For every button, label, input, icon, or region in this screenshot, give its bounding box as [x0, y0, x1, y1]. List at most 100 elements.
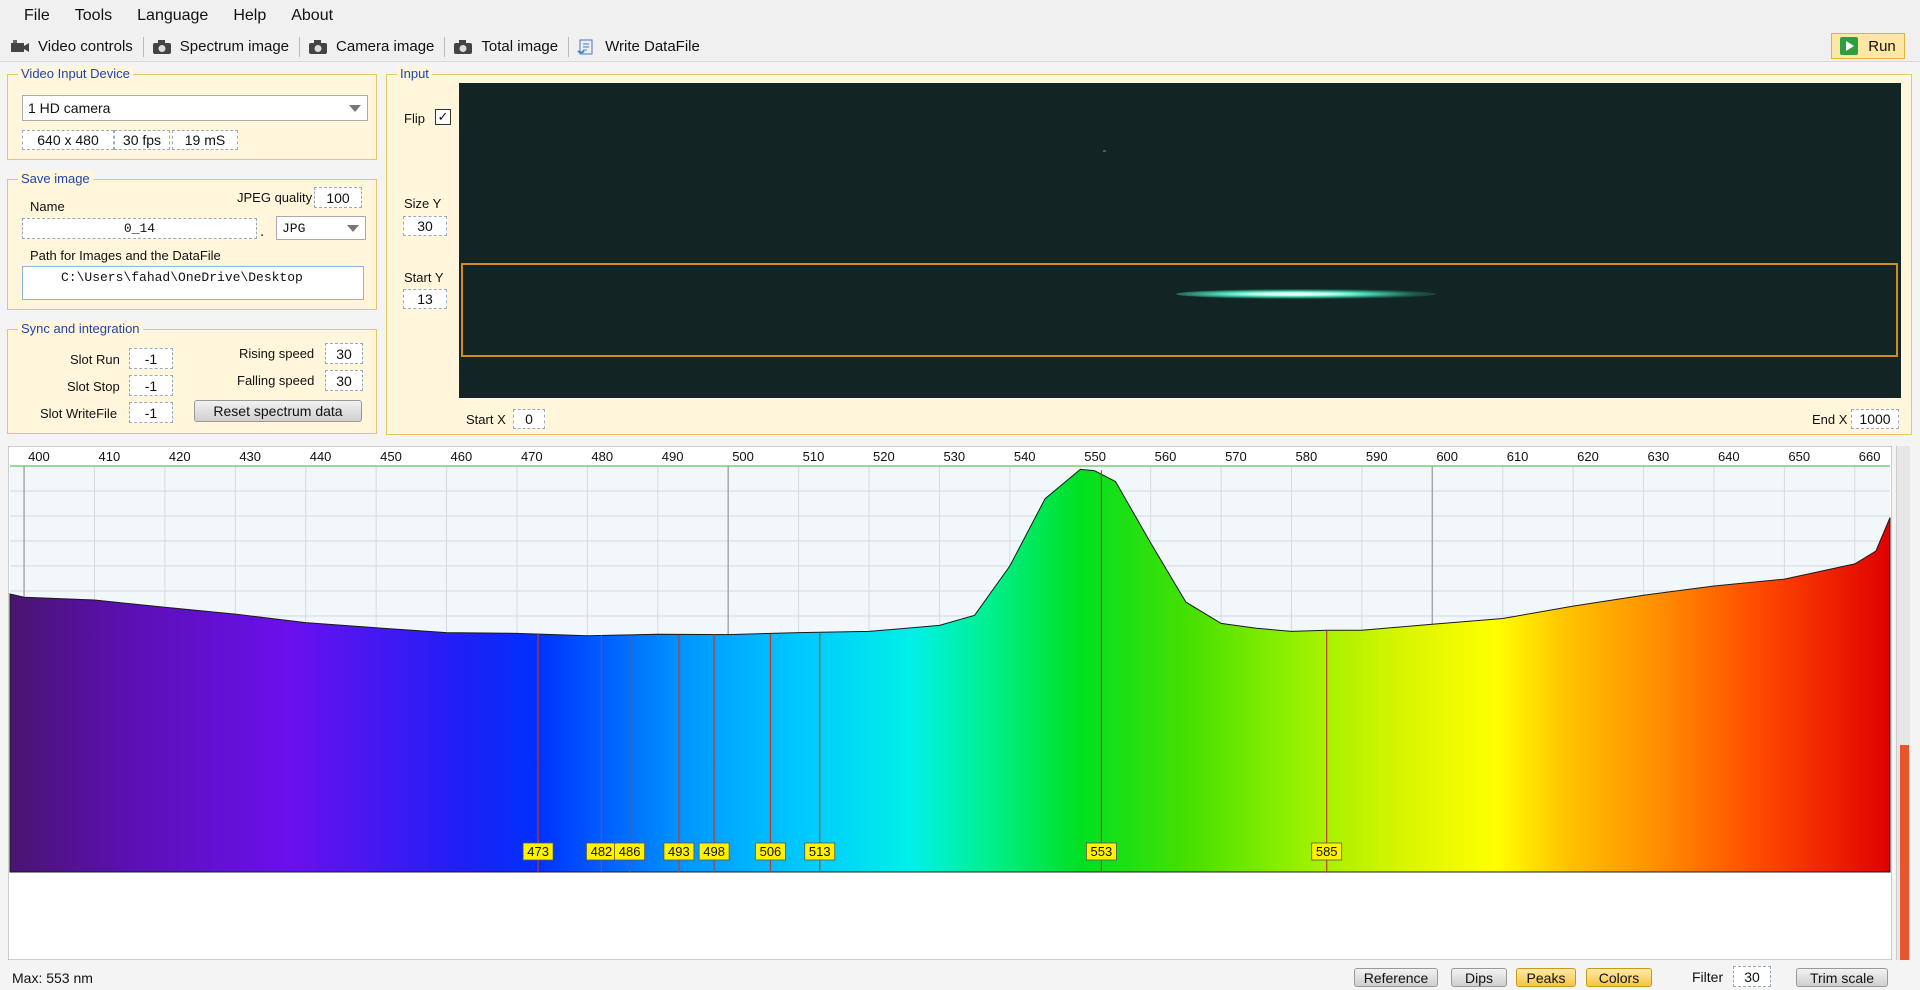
max-wavelength-text: Max: 553 nm: [12, 970, 93, 986]
x-tick-label: 500: [732, 449, 754, 464]
toolbar-separator: [444, 36, 446, 57]
start-x-field[interactable]: 0: [513, 409, 545, 429]
x-tick-label: 440: [310, 449, 332, 464]
spectrum-streak: [1176, 289, 1436, 299]
resolution-value: 640 x 480: [37, 132, 99, 148]
slot-run-field[interactable]: -1: [129, 348, 173, 369]
slot-writefile-field[interactable]: -1: [129, 402, 173, 423]
jpeg-quality-value: 100: [326, 189, 350, 206]
reset-spectrum-button[interactable]: Reset spectrum data: [194, 400, 362, 422]
colors-button[interactable]: Colors: [1586, 968, 1652, 987]
video-device-select[interactable]: 1 HD camera: [22, 95, 368, 121]
video-input-legend: Video Input Device: [18, 66, 133, 81]
vertical-scrollbar[interactable]: [1896, 446, 1910, 960]
peak-label: 506: [760, 844, 782, 859]
peak-label: 513: [809, 844, 831, 859]
image-name-field[interactable]: 0_14: [22, 218, 257, 239]
trim-scale-button[interactable]: Trim scale: [1796, 968, 1888, 987]
peaks-label: Peaks: [1526, 969, 1566, 986]
video-controls-button[interactable]: Video controls: [10, 32, 143, 61]
peak-label-box: [1085, 842, 1117, 861]
status-bar: Max: 553 nm Reference Dips Peaks Colors …: [0, 962, 1920, 990]
menu-language[interactable]: Language: [137, 7, 209, 24]
image-name-value: 0_14: [123, 221, 156, 236]
x-tick-label: 510: [803, 449, 825, 464]
falling-speed-field[interactable]: 30: [325, 370, 363, 391]
total-image-button[interactable]: Total image: [453, 32, 568, 61]
name-label: Name: [30, 199, 65, 214]
menu-about[interactable]: About: [291, 7, 334, 24]
reference-label: Reference: [1363, 969, 1429, 986]
menu-help[interactable]: Help: [233, 7, 267, 24]
roi-rectangle[interactable]: [461, 263, 1898, 357]
x-tick-label: 550: [1084, 449, 1106, 464]
check-icon: ✓: [437, 109, 449, 124]
size-y-value: 30: [417, 218, 433, 234]
peak-label: 486: [619, 844, 641, 859]
fps-readout: 30 fps: [114, 130, 170, 150]
resolution-readout: 640 x 480: [22, 130, 114, 150]
rising-speed-field[interactable]: 30: [325, 343, 363, 364]
toolbar-separator: [142, 36, 144, 57]
chevron-down-icon: [349, 105, 361, 112]
x-tick-label: 650: [1788, 449, 1810, 464]
filter-value: 30: [1744, 968, 1760, 985]
x-tick-label: 480: [591, 449, 613, 464]
end-x-value: 1000: [1859, 411, 1891, 427]
play-icon: [1840, 37, 1859, 55]
jpeg-quality-label: JPEG quality: [237, 190, 313, 205]
x-tick-label: 460: [451, 449, 473, 464]
camera-preview[interactable]: [459, 83, 1901, 398]
peak-label: 482: [591, 844, 613, 859]
video-input-group: Video Input Device 1 HD camera 640 x 480…: [7, 66, 377, 160]
x-tick-label: 660: [1859, 449, 1881, 464]
reference-button[interactable]: Reference: [1354, 968, 1438, 987]
slot-stop-field[interactable]: -1: [129, 375, 173, 396]
falling-speed-label: Falling speed: [237, 373, 315, 388]
run-button[interactable]: Run: [1831, 33, 1905, 59]
filter-field[interactable]: 30: [1733, 966, 1771, 987]
falling-speed-value: 30: [336, 372, 352, 389]
x-tick-label: 580: [1295, 449, 1317, 464]
scrollbar-thumb[interactable]: [1900, 745, 1909, 960]
x-tick-label: 620: [1577, 449, 1599, 464]
dips-label: Dips: [1464, 969, 1493, 986]
start-y-label: Start Y: [404, 270, 444, 285]
x-tick-label: 610: [1507, 449, 1529, 464]
x-tick-label: 410: [98, 449, 120, 464]
exposure-readout: 19 mS: [172, 130, 238, 150]
spectrum-area: [9, 468, 1891, 873]
path-value: C:\Users\fahad\OneDrive\Desktop: [61, 270, 303, 285]
flip-checkbox[interactable]: ✓: [435, 109, 451, 125]
spectrum-image-button[interactable]: Spectrum image: [152, 32, 299, 61]
spectrum-chart[interactable]: 400 410 420 430 440 450 460 470 480 490 500 510 520 5…: [8, 446, 1892, 960]
size-y-field[interactable]: 30: [403, 216, 447, 236]
dips-button[interactable]: Dips: [1451, 968, 1507, 987]
menu-tools[interactable]: Tools: [74, 7, 113, 24]
end-x-field[interactable]: 1000: [1851, 409, 1899, 429]
x-tick-label: 600: [1436, 449, 1458, 464]
size-y-label: Size Y: [404, 196, 442, 211]
x-tick-label: 470: [521, 449, 543, 464]
peak-label-box: [522, 842, 554, 861]
camera-image-button[interactable]: Camera image: [308, 32, 444, 61]
x-tick-label: 640: [1718, 449, 1740, 464]
colors-label: Colors: [1598, 969, 1640, 986]
path-field[interactable]: C:\Users\fahad\OneDrive\Desktop: [22, 266, 364, 300]
extension-dot: .: [260, 223, 265, 240]
write-datafile-button[interactable]: Write DataFile: [577, 32, 710, 61]
camera-icon: [152, 39, 171, 54]
sync-legend: Sync and integration: [18, 321, 143, 336]
save-image-legend: Save image: [18, 171, 93, 186]
video-device-value: 1 HD camera: [28, 100, 111, 116]
start-y-field[interactable]: 13: [403, 289, 447, 309]
slot-writefile-value: -1: [144, 404, 158, 421]
x-tick-label: 570: [1225, 449, 1247, 464]
toolbar: Video controls Spectrum image Camera ima…: [0, 32, 1920, 62]
jpeg-quality-field[interactable]: 100: [314, 187, 362, 208]
peaks-button[interactable]: Peaks: [1516, 968, 1576, 987]
peak-label: 498: [703, 844, 725, 859]
menu-file[interactable]: File: [24, 7, 50, 24]
format-select[interactable]: JPG: [276, 216, 366, 240]
slot-writefile-label: Slot WriteFile: [40, 406, 118, 421]
